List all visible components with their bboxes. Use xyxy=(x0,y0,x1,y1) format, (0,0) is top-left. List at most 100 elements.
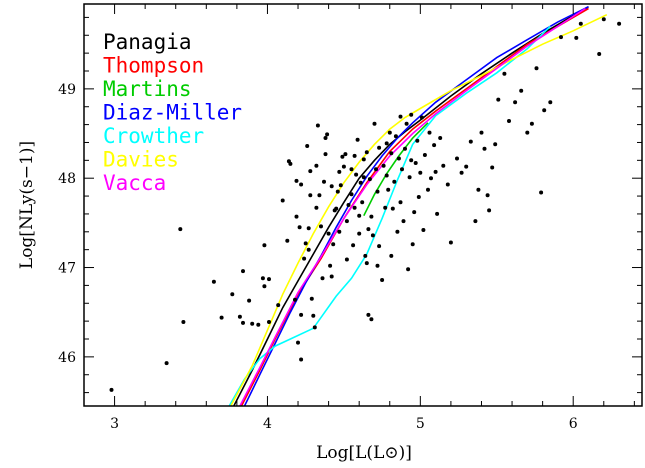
data-point xyxy=(407,175,412,180)
data-point xyxy=(320,276,325,281)
data-point xyxy=(178,227,183,232)
data-point xyxy=(308,169,313,174)
data-point xyxy=(358,180,363,185)
data-point xyxy=(340,154,345,159)
data-point xyxy=(349,167,354,172)
legend-entry-thompson: Thompson xyxy=(103,54,204,78)
data-point xyxy=(306,247,311,252)
data-point xyxy=(219,315,224,320)
data-point xyxy=(377,244,382,249)
data-point xyxy=(409,158,414,163)
x-tick-label: 5 xyxy=(416,416,425,432)
data-point xyxy=(513,100,518,105)
data-point xyxy=(438,136,443,140)
data-point xyxy=(539,190,544,195)
data-point xyxy=(422,153,427,157)
data-point xyxy=(241,320,245,325)
data-point xyxy=(109,387,114,392)
data-point xyxy=(314,163,319,168)
series-line-thompson xyxy=(240,7,589,407)
data-point xyxy=(357,213,362,218)
data-point xyxy=(299,357,304,362)
data-point xyxy=(311,313,316,318)
legend-entry-davies: Davies xyxy=(103,148,179,172)
data-point xyxy=(445,182,450,187)
data-point xyxy=(366,312,371,317)
data-point xyxy=(361,175,366,180)
data-point xyxy=(384,141,389,146)
data-point xyxy=(389,253,394,258)
data-point xyxy=(455,156,459,161)
data-point xyxy=(322,179,326,184)
legend-entry-martins: Martins xyxy=(103,77,192,101)
data-point xyxy=(293,297,297,302)
series-line-crowther xyxy=(228,25,551,407)
data-point xyxy=(325,132,330,137)
data-point xyxy=(473,219,478,224)
legend-entry-crowther: Crowther xyxy=(103,124,204,148)
data-point xyxy=(360,200,365,205)
data-point xyxy=(305,144,310,148)
data-point xyxy=(366,227,371,232)
data-point xyxy=(419,115,424,120)
data-point xyxy=(306,226,311,231)
data-point xyxy=(377,145,382,150)
data-point xyxy=(299,312,304,317)
data-point xyxy=(418,170,423,175)
data-point xyxy=(398,114,403,119)
legend-entry-vacca: Vacca xyxy=(103,171,166,195)
data-point xyxy=(349,192,354,197)
legend: PanagiaThompsonMartinsDiaz-MillerCrowthe… xyxy=(103,30,242,195)
data-point xyxy=(574,35,579,40)
y-tick-label: 46 xyxy=(58,350,76,366)
data-point xyxy=(448,240,453,245)
data-point xyxy=(297,225,302,230)
data-point xyxy=(328,263,333,268)
data-point xyxy=(490,165,495,170)
data-point xyxy=(401,219,406,224)
data-point xyxy=(323,152,328,157)
data-point xyxy=(409,112,414,117)
data-point xyxy=(337,229,342,234)
data-point xyxy=(237,314,242,319)
data-point xyxy=(260,276,265,281)
data-point xyxy=(296,340,300,345)
data-point xyxy=(337,169,342,174)
data-point xyxy=(323,136,328,140)
data-point xyxy=(392,179,397,184)
data-point xyxy=(387,130,392,135)
data-point xyxy=(479,130,484,135)
data-point xyxy=(525,130,530,135)
y-axis-label: Log[NLy(s−1)] xyxy=(17,141,37,269)
data-point xyxy=(421,228,426,232)
x-tick-label: 4 xyxy=(263,416,272,432)
data-point xyxy=(363,253,368,258)
legend-entry-diaz-miller: Diaz-Miller xyxy=(103,101,242,125)
data-point xyxy=(502,71,507,76)
data-point xyxy=(398,200,403,205)
data-point xyxy=(267,320,271,324)
data-point xyxy=(285,238,290,243)
data-point xyxy=(597,52,602,56)
data-point xyxy=(416,195,421,199)
data-point xyxy=(496,97,501,102)
data-point xyxy=(369,214,374,219)
data-point xyxy=(294,214,299,219)
data-point xyxy=(326,231,331,236)
data-point xyxy=(395,229,400,234)
data-point xyxy=(312,325,317,330)
series-curves xyxy=(228,5,608,407)
data-point xyxy=(578,21,583,26)
data-point xyxy=(294,178,299,183)
series-line-martins xyxy=(363,122,429,217)
y-tick-label: 47 xyxy=(58,261,76,277)
data-point xyxy=(389,151,394,156)
data-point xyxy=(308,193,313,198)
data-point xyxy=(367,177,372,182)
data-point xyxy=(370,233,375,238)
series-line-diaz-miller xyxy=(243,5,589,407)
data-point xyxy=(329,184,334,189)
series-line-vacca xyxy=(239,7,586,407)
data-point xyxy=(303,241,308,246)
data-point xyxy=(352,205,357,210)
